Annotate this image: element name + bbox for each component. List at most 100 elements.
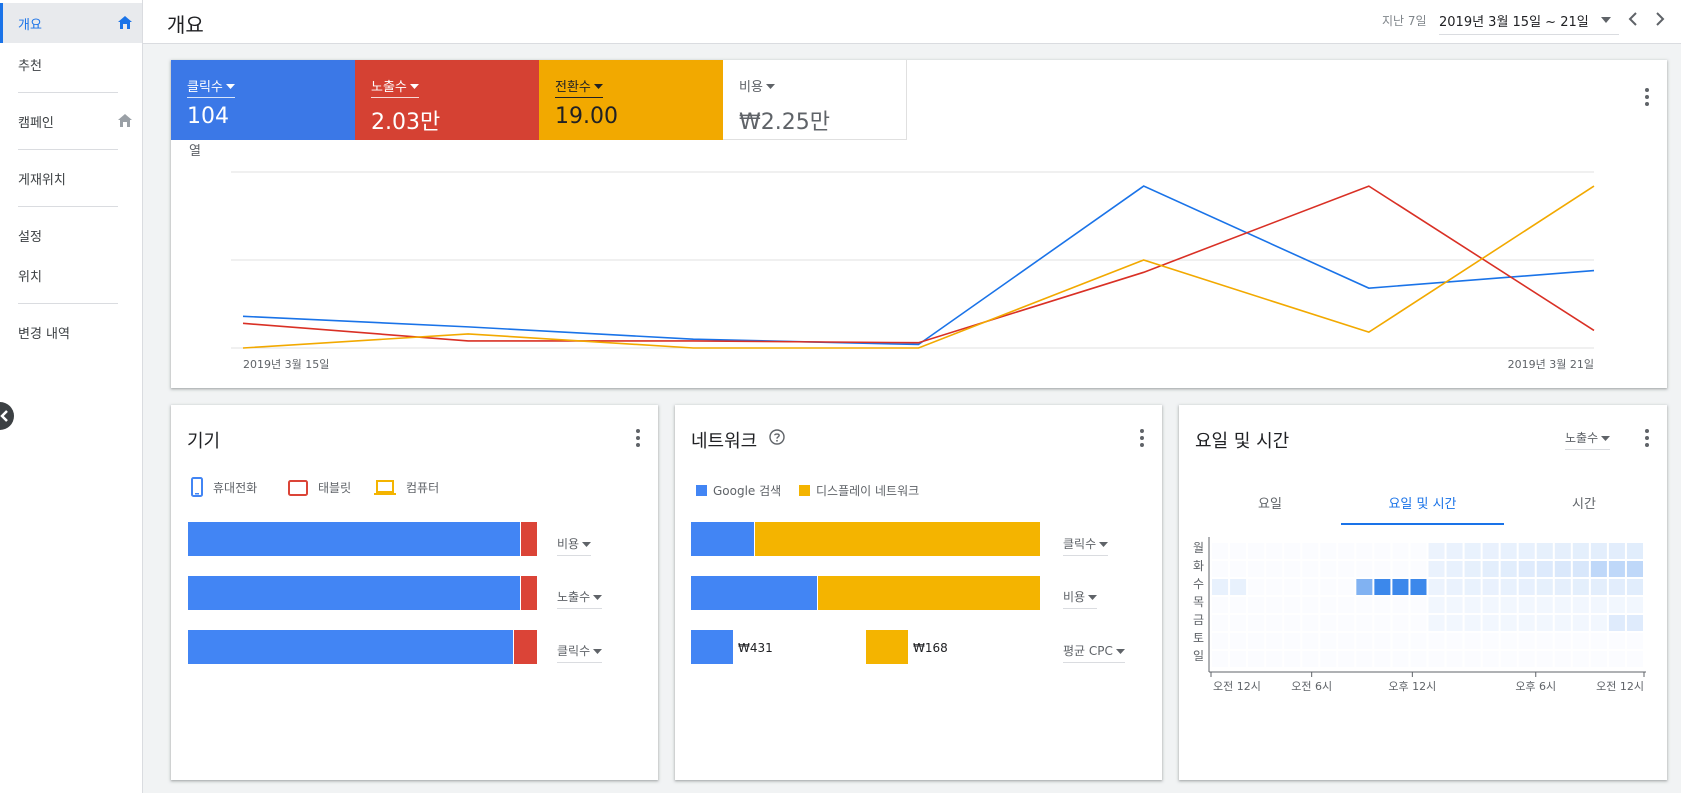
day-label: 토 [1193, 631, 1205, 645]
sidebar-divider [18, 206, 118, 207]
heatmap-cell [1626, 597, 1643, 613]
heatmap-cell [1302, 561, 1318, 577]
legend-google-search: Google 검색 [696, 482, 781, 499]
heatmap-cell [1338, 561, 1354, 577]
heatmap-cell [1429, 633, 1445, 649]
help-icon[interactable] [769, 429, 785, 445]
chevron-left-icon [0, 410, 8, 422]
network-bar-search [691, 522, 754, 556]
heatmap-cell [1212, 543, 1228, 559]
heatmap-cell [1410, 651, 1426, 667]
device-row-1-metric-dropdown[interactable]: 비용 [557, 535, 592, 556]
heatmap-cell [1626, 615, 1643, 631]
device-bar-phone [188, 630, 513, 664]
caret-down-icon [1099, 542, 1109, 547]
heatmap-cell [1572, 543, 1589, 559]
performance-card: 클릭수 104 노출수 2.03만 전환수 19.00 비용 ₩2.25만 열 … [171, 60, 1667, 388]
cpc-display-value: ₩168 [913, 641, 948, 655]
metric-label[interactable]: 클릭수 [187, 76, 235, 98]
heatmap-cell [1230, 561, 1246, 577]
sidebar-item-change-history[interactable]: 변경 내역 [0, 312, 142, 352]
chart-series-line-3 [242, 185, 1595, 349]
tab-day[interactable]: 요일 [1258, 497, 1282, 512]
sidebar-item-locations[interactable]: 위치 [0, 255, 142, 295]
device-row-2-metric-dropdown[interactable]: 노출수 [557, 588, 603, 609]
heatmap-cell [1518, 615, 1535, 631]
heatmap-cell [1392, 579, 1409, 595]
heatmap-cell [1374, 597, 1390, 613]
heatmap-cell [1248, 633, 1264, 649]
caret-down-icon [593, 84, 603, 89]
chart-x-end-label: 2019년 3월 21일 [1508, 357, 1594, 371]
more-options-icon[interactable] [1645, 429, 1649, 447]
caret-down-icon[interactable] [1601, 17, 1611, 23]
network-bar-search [691, 576, 817, 610]
heatmap-cell [1356, 633, 1372, 649]
cpc-metric-dropdown[interactable]: 평균 CPC [1063, 642, 1125, 663]
sidebar-item-label: 게재위치 [18, 172, 66, 188]
day-hour-metric-dropdown[interactable]: 노출수 [1565, 429, 1611, 450]
heatmap-cell [1248, 579, 1264, 595]
sidebar-item-label: 설정 [18, 229, 42, 245]
tab-day-and-hour[interactable]: 요일 및 시간 [1341, 493, 1504, 525]
more-options-icon[interactable] [1645, 88, 1649, 106]
more-options-icon[interactable] [636, 429, 640, 447]
heatmap-cell [1302, 651, 1318, 667]
heatmap-cell [1573, 633, 1589, 649]
metric-cost[interactable]: 비용 ₩2.25만 [723, 60, 907, 140]
sidebar-item-placements[interactable]: 게재위치 [0, 158, 142, 198]
sidebar-item-campaigns[interactable]: 캠페인 [0, 101, 142, 141]
heatmap-cell [1212, 579, 1229, 595]
heatmap-cell [1248, 651, 1264, 667]
date-range-selector[interactable]: 2019년 3월 15일 ~ 21일 [1439, 11, 1619, 35]
chevron-right-icon[interactable] [1653, 10, 1667, 28]
collapse-sidebar-button[interactable] [0, 402, 14, 430]
sidebar-item-recommendations[interactable]: 추천 [0, 44, 142, 84]
cpc-search-value: ₩431 [738, 641, 773, 655]
device-bar-tablet [520, 522, 537, 556]
heatmap-cell [1465, 651, 1481, 667]
sidebar-item-settings[interactable]: 설정 [0, 215, 142, 255]
more-options-icon[interactable] [1140, 429, 1144, 447]
chart-x-start-label: 2019년 3월 15일 [243, 357, 329, 371]
heatmap-cell [1573, 651, 1589, 667]
heatmap-cell [1374, 543, 1390, 559]
heatmap-cell [1608, 597, 1625, 613]
tablet-icon [288, 479, 308, 496]
metric-label[interactable]: 노출수 [371, 76, 419, 98]
device-bar-phone [188, 576, 520, 610]
metric-conversions[interactable]: 전환수 19.00 [539, 60, 723, 140]
heatmap-cell [1356, 579, 1373, 595]
heatmap-cell [1230, 633, 1246, 649]
heatmap-cell [1627, 633, 1643, 649]
network-bar-display [754, 522, 1040, 556]
sidebar-item-label: 캠페인 [18, 115, 54, 131]
heatmap-cell [1284, 597, 1300, 613]
network-row-2-metric-dropdown[interactable]: 비용 [1063, 588, 1098, 609]
heatmap-x-tick-label: 오후 12시 [1388, 680, 1436, 693]
tab-hour[interactable]: 시간 [1572, 497, 1596, 512]
metric-impressions[interactable]: 노출수 2.03만 [355, 60, 539, 140]
heatmap-cell [1482, 579, 1499, 595]
heatmap-cell [1428, 615, 1445, 631]
heatmap-cell [1554, 561, 1571, 577]
metric-label[interactable]: 비용 [739, 76, 775, 97]
heatmap-cell [1410, 561, 1426, 577]
sidebar-item-overview[interactable]: 개요 [0, 3, 142, 43]
network-row-1-metric-dropdown[interactable]: 클릭수 [1063, 535, 1109, 556]
heatmap-cell [1212, 597, 1228, 613]
heatmap-cell [1428, 579, 1445, 595]
heatmap-cell [1410, 579, 1427, 595]
metric-clicks[interactable]: 클릭수 104 [171, 60, 355, 140]
heatmap-cell [1554, 579, 1571, 595]
heatmap-cell [1554, 597, 1571, 613]
device-row-3-metric-dropdown[interactable]: 클릭수 [557, 642, 603, 663]
chevron-left-icon[interactable] [1626, 10, 1640, 28]
heatmap-cell [1356, 615, 1372, 631]
heatmap-cell [1320, 561, 1336, 577]
caret-down-icon [225, 84, 235, 89]
metric-label[interactable]: 전환수 [555, 76, 603, 98]
heatmap-cell [1212, 561, 1228, 577]
heatmap-cell [1446, 543, 1463, 559]
heatmap-cell [1591, 633, 1607, 649]
